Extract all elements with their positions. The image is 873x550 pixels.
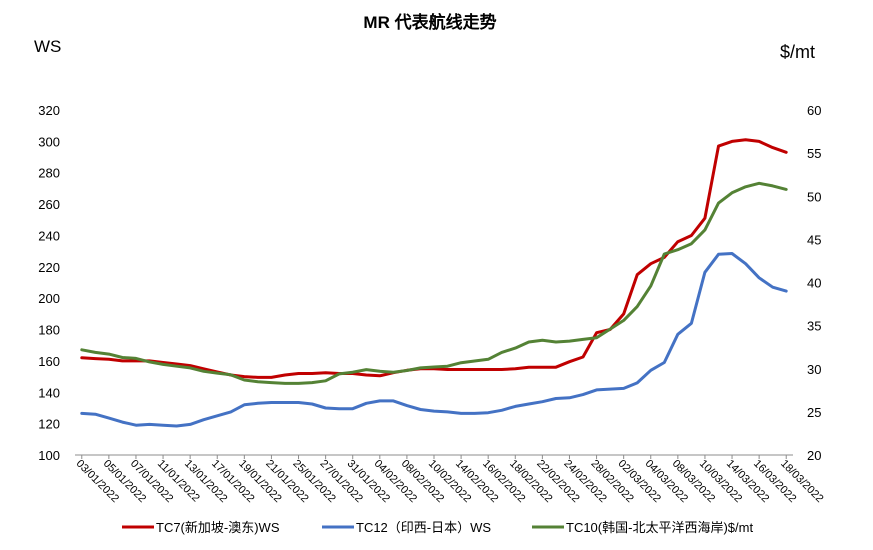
y-right-tick-label: 50 [807,189,821,204]
y-left-tick-label: 120 [38,417,60,432]
y-left-tick-label: 280 [38,166,60,181]
y-right-tick-label: 60 [807,103,821,118]
y-right-tick-label: 40 [807,276,821,291]
legend-label-2: TC12（印西-日本）WS [356,520,491,535]
y-right-tick-label: 45 [807,232,821,247]
y-left-tick-label: 260 [38,197,60,212]
y-right-tick-label: 20 [807,448,821,463]
y-left-tick-label: 220 [38,260,60,275]
y-left-tick-label: 320 [38,103,60,118]
plot-lines [80,138,788,428]
series-line-1 [80,138,788,379]
legend: TC7(新加坡-澳东)WS TC12（印西-日本）WS TC10(韩国-北太平洋西海… [122,520,753,535]
legend-label-3: TC10(韩国-北太平洋西海岸)$/mt [566,520,753,535]
y-right-axis-label: $/mt [780,42,815,62]
y-left-tick-label: 180 [38,323,60,338]
series-line-2 [80,252,788,428]
y-left-tick-label: 300 [38,134,60,149]
y-right-tick-label: 25 [807,405,821,420]
y-left-tick-label: 100 [38,448,60,463]
y-right-tick-label: 35 [807,319,821,334]
chart-title: MR 代表航线走势 [363,12,496,32]
y-right-tick-label: 55 [807,146,821,161]
y-right-tick-label: 30 [807,362,821,377]
y-left-axis-label: WS [34,37,61,56]
y-left-tick-label: 140 [38,385,60,400]
legend-label-1: TC7(新加坡-澳东)WS [156,520,280,535]
series-line-3 [80,181,788,385]
y-left-tick-label: 200 [38,291,60,306]
axes: 100 120 140 160 180 200 220 240 260 280 300 320 20 25… [38,103,825,505]
y-left-tick-label: 240 [38,228,60,243]
y-left-tick-label: 160 [38,354,60,369]
